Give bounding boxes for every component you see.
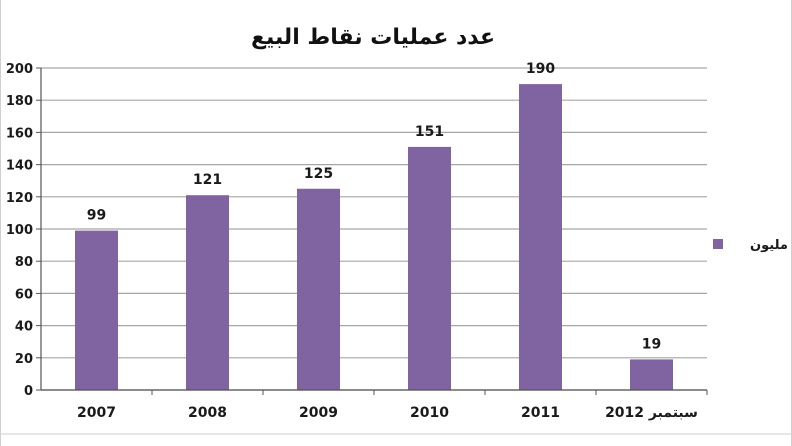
data-label: 125 <box>304 166 333 182</box>
legend-label: مليون <box>750 238 788 253</box>
y-tick-label: 40 <box>15 320 33 335</box>
y-tick-label: 100 <box>6 223 33 238</box>
x-tick-label: 2007 <box>77 405 116 421</box>
bar-سبتمبر-2012 <box>630 359 673 390</box>
x-tick-label: 2008 <box>188 405 227 421</box>
data-label: 19 <box>642 336 661 352</box>
bar-2009 <box>297 188 340 390</box>
y-tick-label: 80 <box>15 255 33 270</box>
x-tick-label: 2010 <box>410 405 449 421</box>
data-label: 190 <box>526 61 555 77</box>
y-axis: 0 20 40 60 80 100 120 140 160 180 200 <box>6 62 42 399</box>
bar-2007 <box>75 230 118 390</box>
x-tick-label: سبتمبر 2012 <box>605 405 698 421</box>
bar-2010 <box>408 146 451 390</box>
data-label: 151 <box>415 124 444 140</box>
y-tick-label: 200 <box>6 62 33 77</box>
bar-2008 <box>186 195 229 390</box>
bar-2011 <box>519 84 562 390</box>
legend: مليون <box>713 238 788 253</box>
y-tick-label: 60 <box>15 287 33 302</box>
x-tick-label: 2011 <box>521 405 560 421</box>
data-label: 121 <box>193 172 222 188</box>
chart-title: عدد عمليات نقاط البيع <box>251 25 495 50</box>
y-tick-label: 0 <box>24 384 33 399</box>
y-tick-label: 120 <box>6 191 33 206</box>
x-tick-label: 2009 <box>299 405 338 421</box>
data-label: 99 <box>87 208 106 224</box>
y-tick-label: 180 <box>6 94 33 109</box>
y-tick-label: 160 <box>6 126 33 141</box>
bars: 99 121 125 151 190 19 <box>75 61 673 390</box>
y-tick-label: 20 <box>15 352 33 367</box>
x-axis: 2007 2008 2009 2010 2011 سبتمبر 2012 <box>1 389 791 435</box>
legend-swatch <box>713 239 723 249</box>
gridlines <box>41 67 707 391</box>
y-tick-label: 140 <box>6 159 33 174</box>
